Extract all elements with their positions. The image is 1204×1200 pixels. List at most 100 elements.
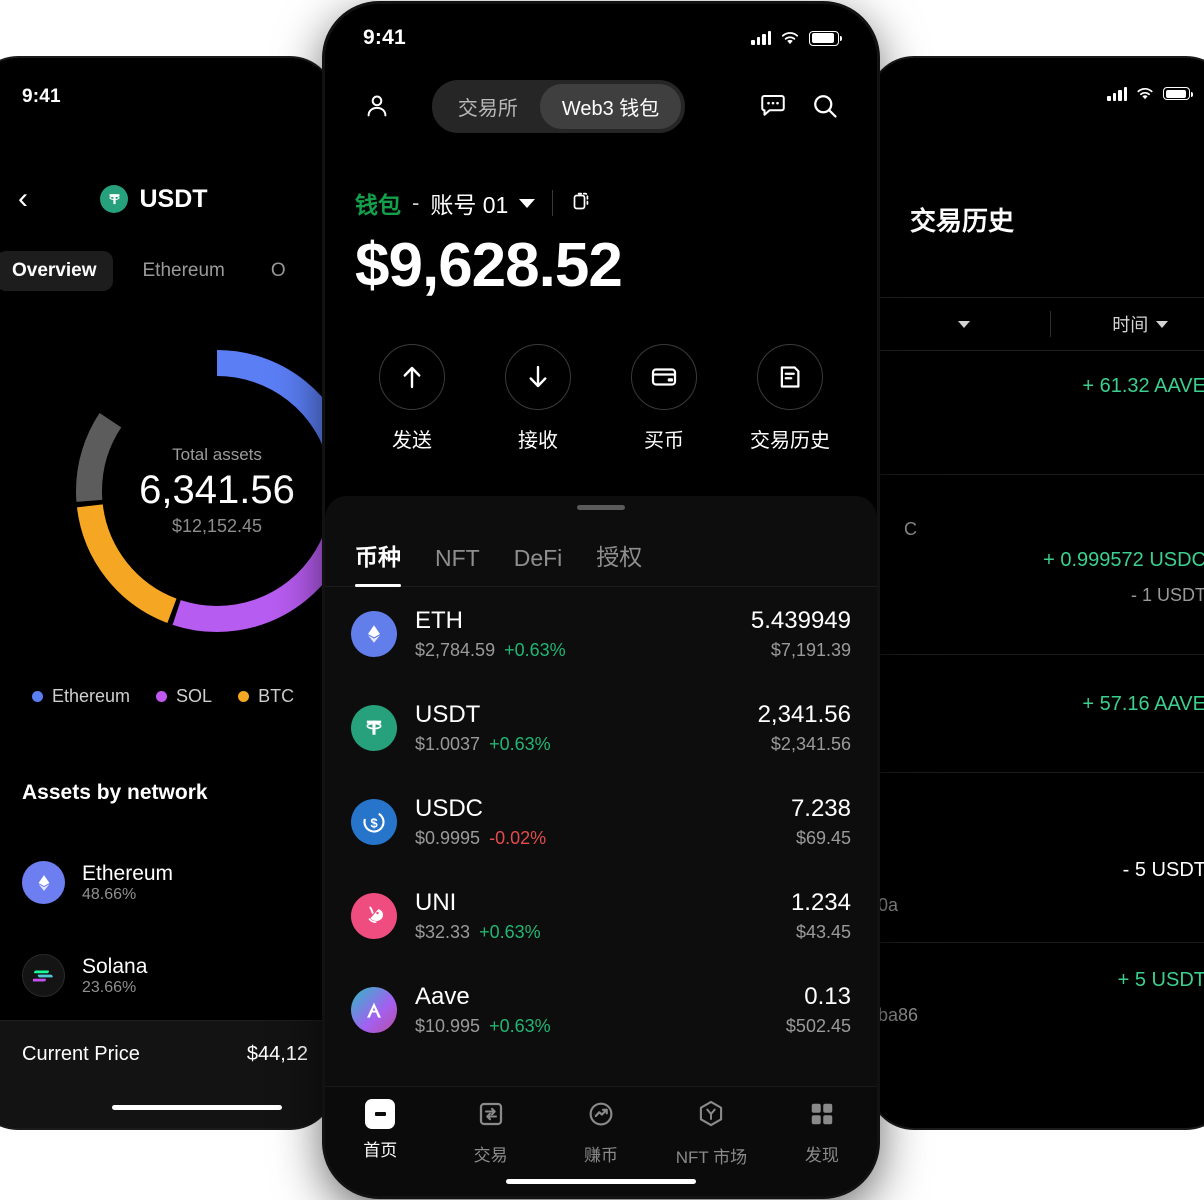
list-item[interactable]: ETH $2,784.59 +0.63% 5.439949 $7,191.39	[351, 587, 851, 681]
wallet-actions: 发送 接收	[325, 344, 877, 453]
list-item[interactable]: USDT $1.0037 +0.63% 2,341.56 $2,341.56	[351, 681, 851, 775]
tether-icon	[351, 705, 397, 751]
list-item[interactable]: Solana 23.66%	[22, 929, 312, 1022]
home-icon	[365, 1099, 396, 1129]
tab-approvals[interactable]: 授权	[596, 544, 643, 570]
legend-item: BTC	[238, 686, 294, 707]
person-icon[interactable]	[355, 84, 399, 128]
donut-center-labels: Total assets 6,341.56 $12,152.45	[52, 326, 334, 656]
token-change: -0.02%	[489, 828, 547, 849]
donut-legend: Ethereum SOL BTC	[32, 686, 294, 707]
list-item[interactable]: Ethereum 48.66%	[22, 836, 312, 929]
legend-dot-icon	[156, 691, 168, 702]
segment-web3-wallet[interactable]: Web3 钱包	[539, 83, 682, 129]
token-price: $0.9995	[415, 828, 481, 849]
status-time: 9:41	[22, 86, 61, 107]
send-button[interactable]: 发送	[349, 344, 475, 453]
chat-bubble-icon[interactable]	[751, 84, 795, 128]
filter-time[interactable]: 时间	[1051, 311, 1204, 337]
network-name: Solana	[82, 954, 148, 978]
token-change: +0.63%	[489, 1016, 551, 1037]
table-row[interactable]: + 57.16 AAVE	[870, 655, 1204, 773]
tx-history-label: 交易历史	[750, 430, 830, 452]
signal-icon	[751, 31, 771, 45]
table-row[interactable]: + 61.32 AAVE	[870, 351, 1204, 475]
token-price: $1.0037	[415, 734, 481, 755]
token-change: +0.63%	[489, 734, 551, 755]
usdt-overview-screen: 9:41 ‹ USDT Overview	[0, 58, 334, 1128]
list-item[interactable]: Aave $10.995 +0.63% 0.13 $502.45	[351, 963, 851, 1057]
tab-earn[interactable]: 赚币	[546, 1099, 656, 1166]
filter-divider	[1049, 311, 1051, 337]
current-price-bar: Current Price $44,12	[0, 1020, 334, 1128]
current-price-value: $44,12	[246, 1043, 308, 1065]
token-value: $2,341.56	[770, 734, 851, 755]
left-status-bar: 9:41	[0, 58, 334, 108]
sheet-grabber[interactable]	[577, 505, 625, 510]
table-row[interactable]: + 5 USDT ba86	[870, 943, 1204, 1063]
filter-type[interactable]	[870, 320, 1050, 328]
token-balance: 5.439949 $7,191.39	[751, 607, 851, 662]
nft-hexagon-icon	[696, 1099, 726, 1136]
legend-label: SOL	[176, 686, 213, 706]
wallet-account: 账号 01	[430, 192, 509, 218]
copy-icon[interactable]	[570, 189, 594, 218]
battery-icon	[1163, 87, 1193, 100]
tab-ethereum[interactable]: Ethereum	[142, 260, 225, 281]
token-price: $10.995	[415, 1016, 481, 1037]
list-item[interactable]: UNI $32.33 +0.63% 1.234 $43.45	[351, 869, 851, 963]
network-text: Ethereum 48.66%	[82, 861, 173, 905]
earn-chart-icon	[586, 1099, 616, 1134]
search-icon[interactable]	[803, 84, 847, 128]
buy-crypto-button[interactable]: 买币	[601, 344, 727, 453]
token-change: +0.63%	[479, 922, 541, 943]
tx-hash: C	[904, 519, 917, 539]
tab-defi[interactable]: DeFi	[513, 545, 563, 571]
list-item[interactable]: $ USDC $0.9995 -0.02% 7.238 $	[351, 775, 851, 869]
tab-nft[interactable]: NFT	[435, 545, 480, 571]
chevron-down-icon[interactable]	[519, 198, 536, 208]
network-percent: 23.66%	[82, 979, 137, 997]
token-info: ETH $2,784.59 +0.63%	[415, 607, 566, 662]
send-label: 发送	[392, 430, 432, 452]
filter-time-label: 时间	[1112, 315, 1149, 335]
tx-subamount: - 1 USDT	[1130, 585, 1204, 605]
bottom-tab-bar: 首页 交易	[325, 1086, 877, 1196]
tab-trade[interactable]: 交易	[435, 1099, 545, 1166]
token-change: +0.63%	[504, 640, 566, 661]
wifi-icon	[1137, 87, 1153, 100]
arrow-up-icon	[379, 344, 445, 410]
tab-other[interactable]: O	[270, 260, 286, 281]
tab-home-label: 首页	[363, 1141, 398, 1160]
table-row[interactable]: - 5 USDT 0a	[870, 773, 1204, 943]
tx-amount: + 5 USDT	[1117, 969, 1204, 991]
tab-nft-market[interactable]: NFT 市场	[656, 1099, 766, 1168]
left-nav-bar: ‹ USDT	[0, 184, 334, 214]
token-balance: 0.13 $502.45	[786, 983, 851, 1038]
token-symbol: Aave	[415, 982, 470, 1010]
tab-home[interactable]: 首页	[325, 1099, 435, 1161]
wifi-icon	[781, 32, 799, 45]
tx-hash: ba86	[878, 1005, 919, 1025]
tx-history-button[interactable]: 交易历史	[727, 344, 853, 453]
credit-card-icon	[631, 344, 697, 410]
tab-discover[interactable]: 发现	[767, 1099, 877, 1166]
wallet-name: 钱包	[355, 192, 401, 218]
tab-nft-market-label: NFT 市场	[675, 1148, 748, 1167]
wallet-account-row[interactable]: 钱包 - 账号 01	[355, 186, 594, 220]
receive-button[interactable]: 接收	[475, 344, 601, 453]
tx-amount: + 57.16 AAVE	[1082, 693, 1204, 715]
segment-exchange[interactable]: 交易所	[457, 97, 518, 120]
chevron-left-icon[interactable]: ‹	[18, 182, 28, 215]
page-title: 交易历史	[910, 206, 1015, 236]
tab-overview[interactable]: Overview	[0, 251, 113, 291]
assets-donut-chart: Total assets 6,341.56 $12,152.45	[52, 326, 334, 656]
transaction-history-screen: 交易历史 时间 + 61.32 AAVE + 0.999572	[870, 58, 1204, 1128]
status-icons	[1107, 86, 1193, 101]
wallet-header: 交易所 Web3 钱包	[325, 78, 877, 134]
table-row[interactable]: + 0.999572 USDC - 1 USDT C	[870, 475, 1204, 655]
token-subinfo: $1.0037 +0.63%	[415, 734, 551, 755]
tab-earn-label: 赚币	[584, 1146, 619, 1165]
chevron-down-icon	[957, 320, 970, 328]
tab-coins[interactable]: 币种	[355, 538, 401, 587]
